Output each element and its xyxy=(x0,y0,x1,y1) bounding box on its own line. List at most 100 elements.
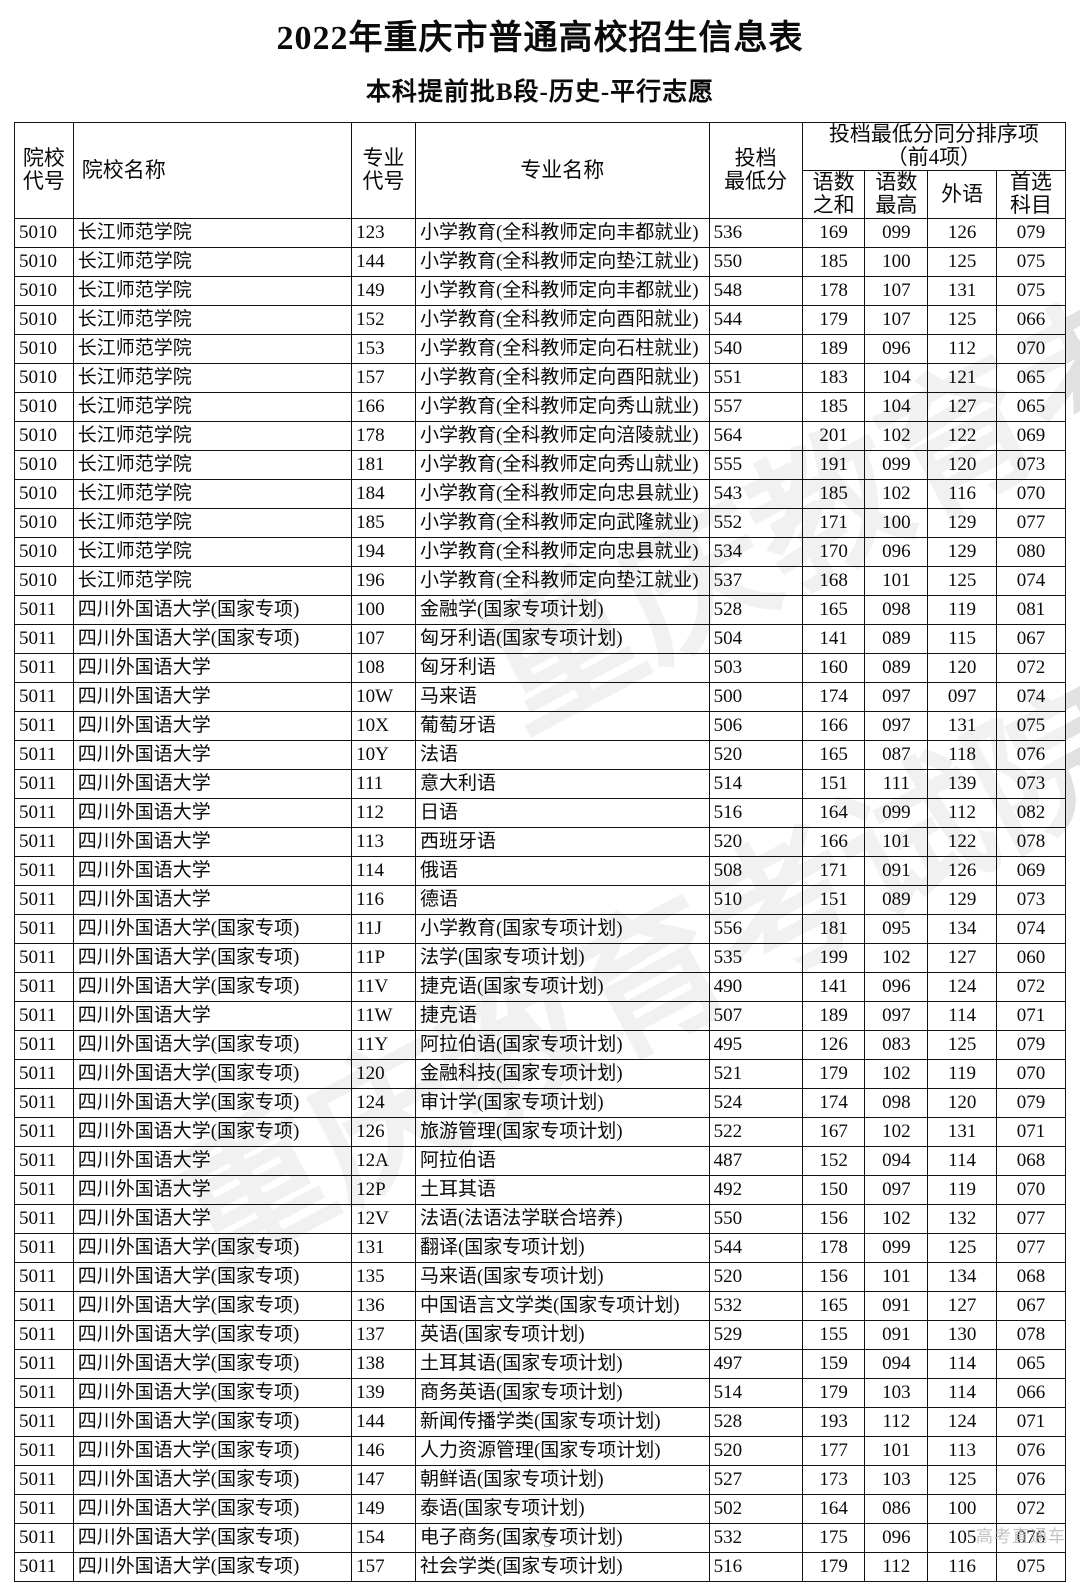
cell-major-name: 英语(国家专项计划) xyxy=(414,1319,710,1350)
table-row: 5010 长江师范学院 196 小学教育(全科教师定向垫江就业) 537 168 101 12… xyxy=(14,565,1066,596)
admission-table-wrapper: 院校 代号 院校名称 专业 代号 专业名称 投档 xyxy=(14,121,1067,1582)
cell-school-code: 5011 xyxy=(14,594,74,625)
cell-school-name: 四川外国语大学(国家专项) xyxy=(72,1261,353,1292)
cell-school-name: 长江师范学院 xyxy=(72,449,353,480)
cell-major-code: 10W xyxy=(351,681,416,712)
table-row: 5010 长江师范学院 144 小学教育(全科教师定向垫江就业) 550 185 100 12… xyxy=(14,246,1066,277)
cell-first-choice: 073 xyxy=(996,884,1066,915)
cell-first-choice: 075 xyxy=(996,275,1066,306)
cell-major-code: 11Y xyxy=(351,1029,416,1060)
cell-min-score: 550 xyxy=(708,1203,803,1234)
cell-max: 097 xyxy=(864,1000,929,1031)
cell-min-score: 500 xyxy=(708,681,803,712)
cell-max: 096 xyxy=(864,971,929,1002)
cell-major-name: 小学教育(全科教师定向石柱就业) xyxy=(414,333,710,364)
cell-foreign-language: 122 xyxy=(927,420,998,451)
header-row-primary: 院校 代号 院校名称 专业 代号 专业名称 投档 xyxy=(14,121,1067,219)
cell-major-code: 10Y xyxy=(351,739,416,770)
cell-school-code: 5011 xyxy=(14,1319,74,1350)
cell-major-code: 11P xyxy=(351,942,416,973)
cell-first-choice: 072 xyxy=(996,652,1066,683)
cell-foreign-language: 124 xyxy=(927,971,998,1002)
cell-sum: 169 xyxy=(801,217,866,248)
col-header-school-code-line2: 代号 xyxy=(22,169,65,194)
cell-school-name: 四川外国语大学(国家专项) xyxy=(72,1029,353,1060)
cell-school-code: 5010 xyxy=(14,304,74,335)
cell-school-name: 长江师范学院 xyxy=(72,246,353,277)
cell-major-name: 小学教育(全科教师定向忠县就业) xyxy=(414,536,710,567)
table-row: 5010 长江师范学院 184 小学教育(全科教师定向忠县就业) 543 185 102 11… xyxy=(14,478,1066,509)
cell-foreign-language: 125 xyxy=(927,565,998,596)
cell-first-choice: 072 xyxy=(996,1493,1066,1524)
cell-first-choice: 070 xyxy=(996,478,1066,509)
cell-major-code: 135 xyxy=(351,1261,416,1292)
cell-major-name: 土耳其语 xyxy=(414,1174,710,1205)
col-header-sum: 语数 之和 xyxy=(801,169,866,219)
cell-school-name: 长江师范学院 xyxy=(72,565,353,596)
cell-min-score: 492 xyxy=(708,1174,803,1205)
cell-school-code: 5011 xyxy=(14,1203,74,1234)
cell-major-code: 12A xyxy=(351,1145,416,1176)
cell-max: 112 xyxy=(864,1551,929,1582)
cell-foreign-language: 118 xyxy=(927,739,998,770)
col-header-min-score: 投档 最低分 xyxy=(708,121,803,219)
cell-min-score: 490 xyxy=(708,971,803,1002)
cell-min-score: 548 xyxy=(708,275,803,306)
cell-school-code: 5011 xyxy=(14,1551,74,1582)
cell-major-code: 178 xyxy=(351,420,416,451)
cell-first-choice: 067 xyxy=(996,1290,1066,1321)
cell-major-name: 匈牙利语 xyxy=(414,652,710,683)
cell-school-code: 5011 xyxy=(14,1493,74,1524)
cell-max: 087 xyxy=(864,739,929,770)
col-header-max-line2: 最高 xyxy=(875,193,918,218)
cell-school-name: 四川外国语大学(国家专项) xyxy=(72,913,353,944)
cell-major-name: 小学教育(全科教师定向丰都就业) xyxy=(414,217,710,248)
cell-major-code: 147 xyxy=(351,1464,416,1495)
table-row: 5010 长江师范学院 157 小学教育(全科教师定向酉阳就业) 551 183 104 12… xyxy=(14,362,1066,393)
col-header-school-code-line1: 院校 xyxy=(22,145,65,170)
cell-min-score: 532 xyxy=(708,1290,803,1321)
cell-sum: 165 xyxy=(801,1290,866,1321)
cell-first-choice: 078 xyxy=(996,1319,1066,1350)
cell-major-name: 土耳其语(国家专项计划) xyxy=(414,1348,710,1379)
col-header-min-score-line2: 最低分 xyxy=(724,169,788,194)
cell-school-name: 四川外国语大学(国家专项) xyxy=(72,942,353,973)
cell-first-choice: 068 xyxy=(996,1261,1066,1292)
cell-sum: 185 xyxy=(801,478,866,509)
cell-school-code: 5010 xyxy=(14,246,74,277)
cell-min-score: 495 xyxy=(708,1029,803,1060)
cell-min-score: 535 xyxy=(708,942,803,973)
cell-school-name: 四川外国语大学 xyxy=(72,768,353,799)
cell-school-code: 5011 xyxy=(14,1377,74,1408)
cell-first-choice: 070 xyxy=(996,1058,1066,1089)
col-header-school-code: 院校 代号 xyxy=(14,121,74,219)
table-body: 5010 长江师范学院 123 小学教育(全科教师定向丰都就业) 536 169 099 12… xyxy=(14,217,1066,1582)
cell-first-choice: 065 xyxy=(996,362,1066,393)
cell-school-code: 5011 xyxy=(14,1087,74,1118)
cell-school-code: 5011 xyxy=(14,1348,74,1379)
cell-first-choice: 071 xyxy=(996,1406,1066,1437)
table-row: 5011 四川外国语大学 12P 土耳其语 492 150 097 119 070 xyxy=(14,1174,1066,1205)
cell-major-name: 人力资源管理(国家专项计划) xyxy=(414,1435,710,1466)
cell-sum: 181 xyxy=(801,913,866,944)
cell-min-score: 524 xyxy=(708,1087,803,1118)
cell-max: 097 xyxy=(864,1174,929,1205)
cell-major-name: 商务英语(国家专项计划) xyxy=(414,1377,710,1408)
cell-school-code: 5011 xyxy=(14,797,74,828)
cell-school-name: 四川外国语大学 xyxy=(72,1145,353,1176)
cell-foreign-language: 120 xyxy=(927,1087,998,1118)
cell-sum: 152 xyxy=(801,1145,866,1176)
cell-major-name: 马来语 xyxy=(414,681,710,712)
cell-major-code: 116 xyxy=(351,884,416,915)
table-row: 5011 四川外国语大学 11W 捷克语 507 189 097 114 071 xyxy=(14,1000,1066,1031)
cell-sum: 141 xyxy=(801,623,866,654)
cell-school-code: 5011 xyxy=(14,681,74,712)
cell-major-name: 小学教育(全科教师定向酉阳就业) xyxy=(414,362,710,393)
cell-first-choice: 076 xyxy=(996,1464,1066,1495)
cell-first-choice: 066 xyxy=(996,304,1066,335)
cell-foreign-language: 129 xyxy=(927,507,998,538)
cell-foreign-language: 112 xyxy=(927,333,998,364)
cell-foreign-language: 131 xyxy=(927,710,998,741)
cell-max: 111 xyxy=(864,768,929,799)
cell-first-choice: 065 xyxy=(996,391,1066,422)
